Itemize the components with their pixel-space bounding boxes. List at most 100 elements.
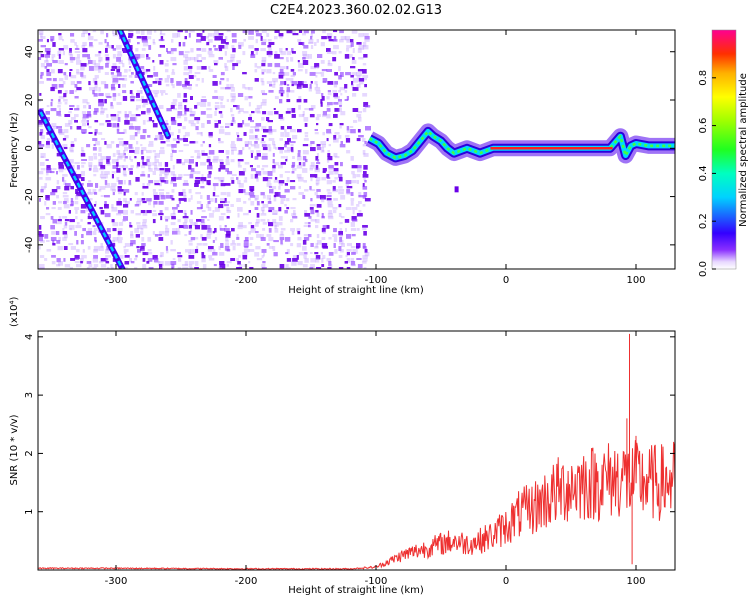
heatmap-cell (230, 243, 236, 246)
heatmap-cell (244, 246, 249, 249)
heatmap-cell (52, 78, 57, 82)
heatmap-cell (122, 63, 125, 68)
heatmap-cell (279, 150, 284, 154)
heatmap-cell (207, 156, 211, 159)
heatmap-cell (284, 204, 287, 207)
heatmap-cell (111, 189, 116, 192)
heatmap-cell (110, 117, 117, 121)
heatmap-cell (238, 45, 242, 49)
heatmap-cell (207, 228, 212, 233)
heatmap-cell (303, 99, 308, 103)
heatmap-cell (364, 249, 368, 253)
heatmap-cell (279, 117, 285, 121)
heatmap-cell (182, 189, 186, 193)
heatmap-cell (171, 264, 175, 269)
heatmap-cell (38, 57, 42, 60)
heatmap-cell (333, 138, 339, 143)
heatmap-cell (251, 168, 257, 172)
heatmap-cell (116, 162, 119, 167)
heatmap-cell (338, 204, 342, 208)
heatmap-cell (178, 51, 184, 56)
heatmap-cell (128, 30, 134, 33)
heatmap-cell (159, 177, 165, 182)
heatmap-cell (81, 75, 87, 79)
heatmap-cell (350, 258, 355, 262)
heatmap-cell (208, 150, 215, 155)
heatmap-cell (117, 75, 123, 78)
heatmap-cell (159, 264, 163, 269)
heatmap-cell (184, 261, 188, 266)
heatmap-cell (327, 201, 333, 205)
heatmap-cell (357, 228, 360, 231)
heatmap-cell (202, 141, 205, 144)
heatmap-cell (280, 126, 285, 130)
heatmap-cell (345, 72, 351, 76)
heatmap-cell (123, 249, 129, 253)
heatmap-cell (88, 198, 93, 201)
heatmap-cell (255, 222, 259, 227)
heatmap-cell (142, 201, 147, 204)
heatmap-cell (238, 183, 244, 188)
heatmap-cell (207, 219, 210, 221)
heatmap-cell (262, 261, 266, 264)
heatmap-cell (334, 171, 339, 175)
heatmap-cell (320, 60, 325, 64)
heatmap-cell (274, 63, 281, 68)
heatmap-cell (183, 198, 187, 202)
heatmap-cell (142, 225, 148, 229)
heatmap-cell (345, 228, 347, 232)
heatmap-cell (123, 159, 126, 162)
heatmap-cell (254, 78, 259, 82)
heatmap-cell (230, 120, 236, 124)
heatmap-cell (232, 48, 236, 53)
heatmap-cell (334, 81, 338, 85)
heatmap-cell (296, 165, 303, 169)
heatmap-cell (201, 255, 206, 259)
heatmap-cell (116, 72, 122, 77)
heatmap-cell (38, 237, 43, 242)
heatmap-cell (172, 228, 177, 231)
heatmap-cell (242, 168, 247, 173)
heatmap-cell (334, 108, 340, 112)
heatmap-cell (76, 105, 80, 110)
heatmap-cell (136, 99, 142, 102)
heatmap-cell (262, 93, 268, 96)
heatmap-cell (350, 192, 354, 196)
heatmap-cell (64, 63, 68, 66)
heatmap-cell (80, 210, 86, 214)
heatmap-cell (290, 141, 296, 144)
heatmap-cell (201, 153, 208, 156)
heatmap-cell (290, 147, 294, 152)
heatmap-cell (333, 228, 337, 233)
heatmap-cell (172, 150, 177, 153)
heatmap-cell (70, 198, 74, 202)
heatmap-cell (129, 258, 132, 263)
heatmap-cell (158, 54, 162, 57)
x-tick-label: -300 (105, 275, 128, 286)
heatmap-cell (141, 72, 145, 76)
heatmap-cell (327, 93, 332, 96)
heatmap-cell (363, 42, 367, 47)
colorbar-label: Normalized spectral amplitude (738, 73, 749, 227)
heatmap-cell (153, 195, 160, 200)
heatmap-cell (124, 255, 130, 258)
heatmap-cell (290, 144, 294, 147)
heatmap-cell (302, 84, 308, 88)
heatmap-cell (322, 231, 326, 234)
heatmap-cell (46, 63, 52, 67)
heatmap-cell (196, 78, 200, 81)
heatmap-cell (255, 39, 258, 44)
heatmap-cell (148, 141, 154, 145)
heatmap-cell (62, 228, 65, 231)
heatmap-cell (220, 105, 226, 109)
heatmap-cell (38, 234, 44, 237)
heatmap-cell (172, 231, 178, 235)
heatmap-cell (116, 150, 121, 155)
heatmap-cell (260, 48, 266, 52)
heatmap-cell (165, 84, 170, 87)
heatmap-cell (112, 237, 119, 242)
heatmap-cell (255, 219, 260, 224)
heatmap-cell (226, 210, 232, 213)
heatmap-cell (364, 141, 367, 145)
heatmap-cell (190, 123, 196, 127)
